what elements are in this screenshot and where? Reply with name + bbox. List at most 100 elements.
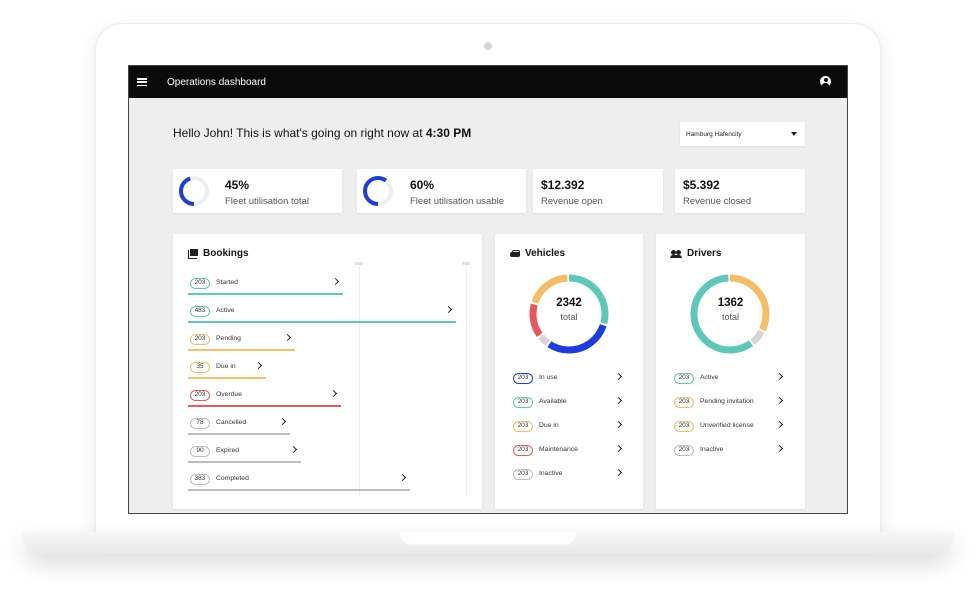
- vehicles-row-label: Available: [539, 398, 567, 405]
- vehicles-total-number: 2342: [556, 297, 582, 309]
- vehicles-title-text: Vehicles: [525, 248, 566, 259]
- booking-bar: [188, 433, 290, 435]
- grid-line: [359, 264, 360, 496]
- drivers-title-text: Drivers: [687, 248, 722, 259]
- stat-card-fleet-usable: 60% Fleet utilisation usable: [357, 169, 526, 213]
- booking-bar: [188, 293, 343, 295]
- location-select-value: Hamburg Hafencity: [686, 130, 742, 138]
- bookings-title: Bookings: [188, 248, 249, 259]
- vehicles-row[interactable]: 203 Inactive: [513, 468, 623, 481]
- chevron-right-icon[interactable]: [775, 444, 784, 453]
- drivers-row[interactable]: 203 Active: [674, 372, 784, 385]
- count-badge: 203: [190, 334, 210, 345]
- count-badge: 203: [190, 390, 210, 401]
- chevron-right-icon[interactable]: [331, 277, 340, 286]
- chevron-right-icon[interactable]: [775, 396, 784, 405]
- grid-line: [466, 264, 467, 496]
- grid-tick: [462, 262, 470, 265]
- grid-tick: [355, 262, 363, 265]
- bookings-icon: [188, 249, 198, 259]
- booking-row-label: Due in: [216, 363, 236, 370]
- stat-card-revenue-closed: $5.392 Revenue closed: [675, 169, 805, 213]
- drivers-row[interactable]: 203 Unverified license: [674, 420, 784, 433]
- count-badge: 78: [190, 418, 210, 429]
- chevron-right-icon[interactable]: [444, 305, 453, 314]
- vehicles-panel: Vehicles 2342 total 203 In use 203 Availabl…: [495, 234, 643, 509]
- booking-bar: [188, 405, 341, 407]
- drivers-row-label: Inactive: [700, 446, 724, 453]
- chevron-right-icon[interactable]: [278, 417, 287, 426]
- count-badge: 203: [513, 397, 533, 408]
- stat-value: 60%: [410, 178, 435, 192]
- vehicles-row-label: Due in: [539, 422, 559, 429]
- chevron-right-icon[interactable]: [614, 396, 623, 405]
- booking-row[interactable]: 203 Overdue: [188, 389, 341, 407]
- hamburger-menu-icon[interactable]: [137, 78, 147, 86]
- chevron-right-icon[interactable]: [614, 444, 623, 453]
- greeting-time: 4:30 PM: [425, 126, 472, 140]
- booking-bar: [188, 461, 301, 463]
- stat-value: 45%: [225, 178, 250, 192]
- drivers-total-number: 1362: [717, 297, 744, 309]
- chevron-right-icon[interactable]: [614, 372, 623, 381]
- vehicles-donut-segment: [529, 274, 609, 354]
- booking-row[interactable]: 383 Completed: [188, 473, 410, 491]
- booking-bar: [188, 489, 410, 491]
- drivers-title: Drivers: [670, 248, 722, 259]
- drivers-row[interactable]: 203 Inactive: [674, 444, 784, 457]
- stat-label: Revenue closed: [683, 196, 752, 207]
- drivers-panel: Drivers 1362 total 203 Active 203 Pending i…: [656, 234, 805, 509]
- booking-row-label: Pending: [216, 335, 241, 342]
- booking-row-label: Completed: [216, 475, 249, 482]
- vehicles-donut-chart: [529, 274, 609, 354]
- chevron-right-icon[interactable]: [398, 473, 407, 482]
- vehicles-row-label: Inactive: [539, 470, 563, 477]
- vehicles-row[interactable]: 203 Maintenance: [513, 444, 623, 457]
- count-badge: 203: [674, 421, 694, 432]
- greeting-text: Hello John! This is what's going on righ…: [173, 126, 426, 140]
- fleet-total-progress-ring: [179, 176, 209, 206]
- vehicles-row[interactable]: 203 Available: [513, 396, 623, 409]
- booking-row-label: Cancelled: [216, 419, 247, 426]
- chevron-right-icon[interactable]: [254, 361, 263, 370]
- count-badge: 203: [190, 278, 210, 289]
- bookings-panel: Bookings 203 Started 483 Active 203 Pending 35…: [173, 234, 482, 509]
- account-icon[interactable]: [820, 76, 831, 87]
- stat-value: $12.392: [541, 178, 585, 192]
- booking-bar: [188, 377, 266, 379]
- booking-row[interactable]: 78 Cancelled: [188, 417, 290, 435]
- booking-row-label: Overdue: [216, 391, 243, 398]
- booking-row[interactable]: 483 Active: [188, 305, 456, 323]
- vehicles-title: Vehicles: [510, 248, 565, 259]
- booking-row-label: Active: [216, 307, 235, 314]
- count-badge: 203: [513, 373, 533, 384]
- vehicles-row[interactable]: 203 Due in: [513, 420, 623, 433]
- chevron-right-icon[interactable]: [775, 420, 784, 429]
- people-icon: [670, 249, 682, 258]
- top-bar: Operations dashboard: [129, 66, 847, 98]
- chevron-right-icon[interactable]: [614, 468, 623, 477]
- booking-bar: [188, 321, 456, 323]
- chevron-right-icon[interactable]: [329, 389, 338, 398]
- chevron-right-icon[interactable]: [775, 372, 784, 381]
- chevron-right-icon[interactable]: [614, 420, 623, 429]
- booking-row[interactable]: 203 Started: [188, 277, 343, 295]
- booking-bar: [188, 349, 295, 351]
- stat-card-fleet-total: 45% Fleet utilisation total: [173, 169, 342, 213]
- booking-row[interactable]: 203 Pending: [188, 333, 295, 351]
- booking-row[interactable]: 90 Expired: [188, 445, 301, 463]
- chevron-right-icon[interactable]: [283, 333, 292, 342]
- vehicles-row[interactable]: 203 In use: [513, 372, 623, 385]
- count-badge: 203: [674, 445, 694, 456]
- count-badge: 203: [513, 445, 533, 456]
- bookings-title-text: Bookings: [203, 248, 249, 259]
- drivers-row[interactable]: 203 Pending invitation: [674, 396, 784, 409]
- stat-card-revenue-open: $12.392 Revenue open: [533, 169, 663, 213]
- chevron-right-icon[interactable]: [289, 445, 298, 454]
- booking-row[interactable]: 35 Due in: [188, 361, 266, 379]
- drivers-row-label: Unverified license: [700, 422, 754, 429]
- location-select[interactable]: Hamburg Hafencity: [680, 122, 805, 146]
- drivers-donut-chart: [690, 274, 770, 354]
- drivers-row-label: Active: [700, 374, 719, 381]
- camera-dot: [484, 42, 492, 50]
